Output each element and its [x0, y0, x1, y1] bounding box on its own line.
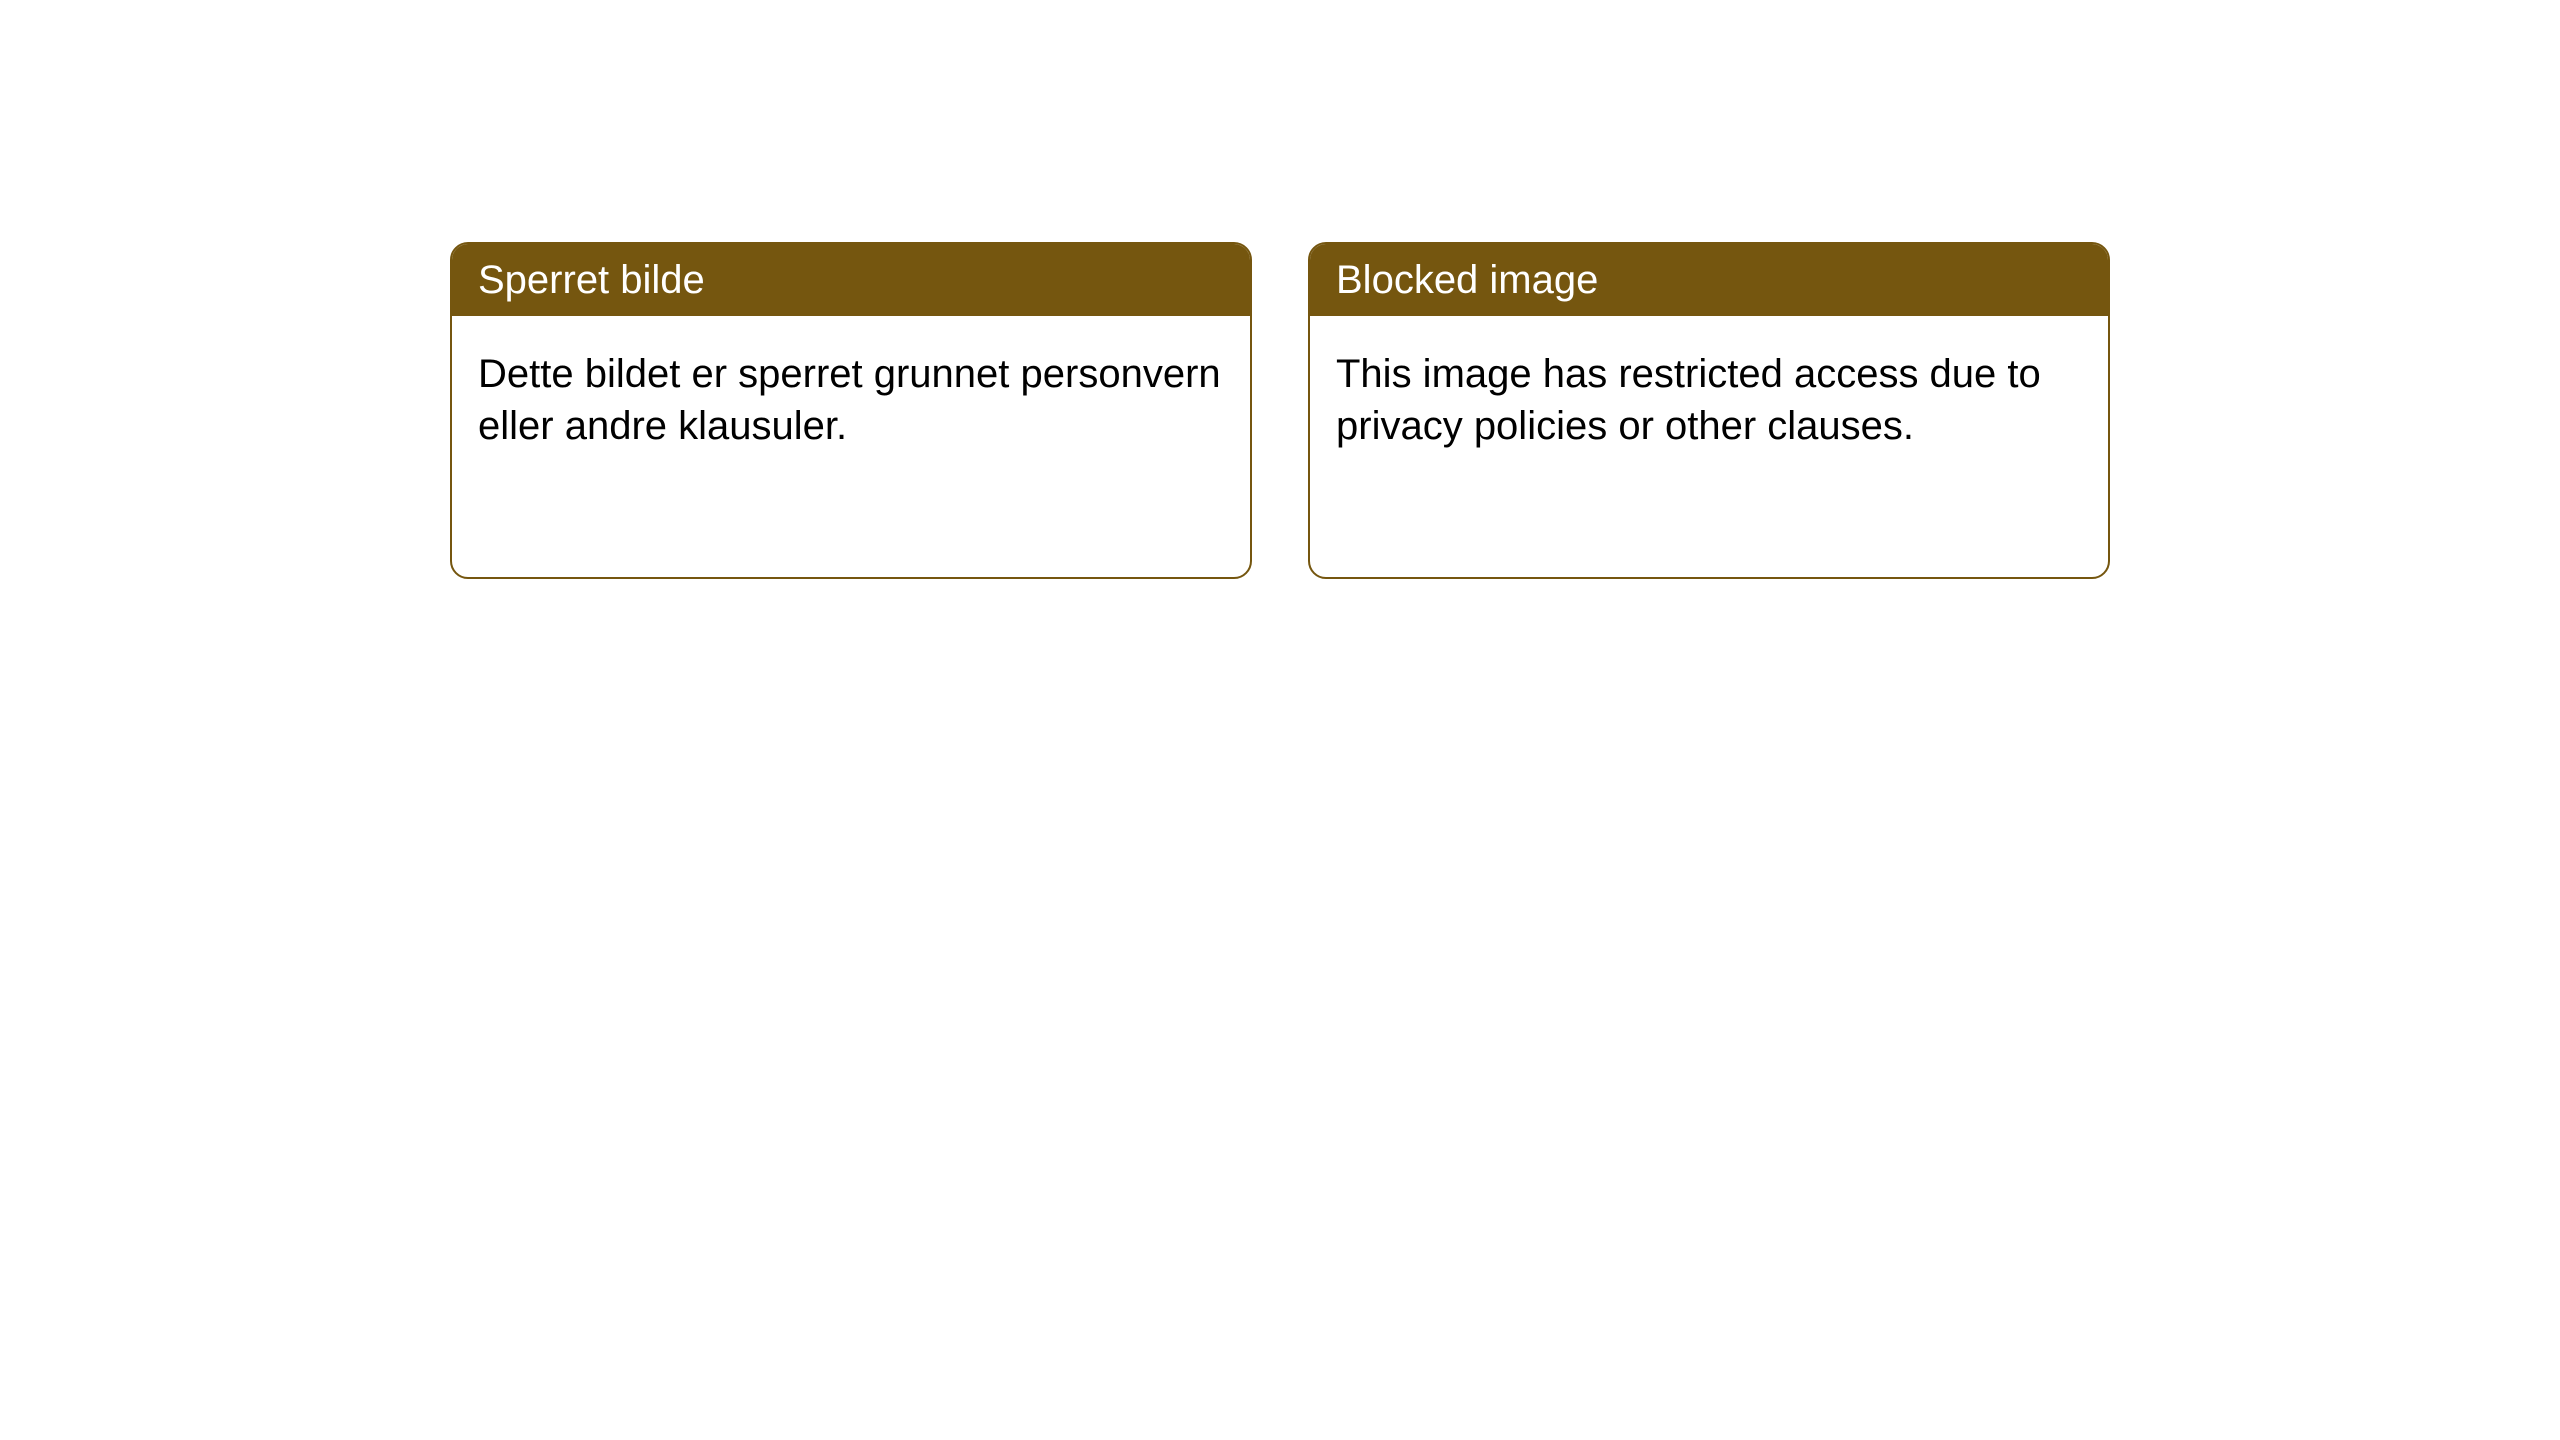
notice-header: Sperret bilde [452, 244, 1250, 316]
notice-header: Blocked image [1310, 244, 2108, 316]
notice-body: Dette bildet er sperret grunnet personve… [452, 316, 1250, 484]
notice-body: This image has restricted access due to … [1310, 316, 2108, 484]
notice-card-norwegian: Sperret bilde Dette bildet er sperret gr… [450, 242, 1252, 579]
notice-container: Sperret bilde Dette bildet er sperret gr… [0, 0, 2560, 579]
notice-card-english: Blocked image This image has restricted … [1308, 242, 2110, 579]
